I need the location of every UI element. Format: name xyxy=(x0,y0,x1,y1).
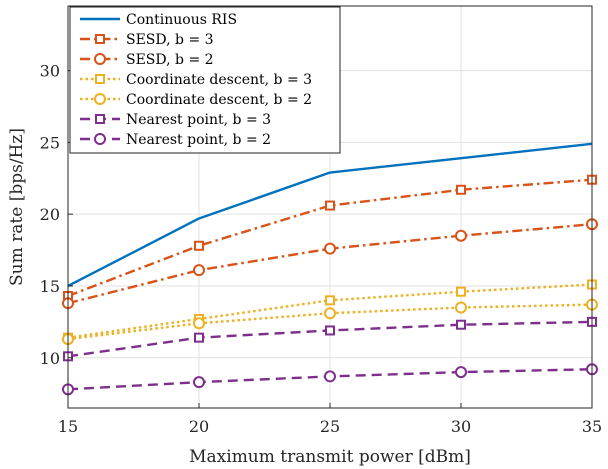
data-point xyxy=(324,242,336,255)
data-point xyxy=(324,370,336,383)
y-tick-label: 10 xyxy=(40,349,60,368)
x-tick-label: 25 xyxy=(320,417,340,436)
legend-item: SESD, b = 2 xyxy=(80,52,214,68)
data-point xyxy=(193,264,205,277)
series-line xyxy=(67,142,593,288)
legend-item: Nearest point, b = 3 xyxy=(80,112,271,128)
legend-label: SESD, b = 2 xyxy=(126,52,214,68)
data-point xyxy=(456,286,466,297)
legend-marker xyxy=(94,133,106,145)
legend-label: Nearest point, b = 2 xyxy=(126,132,271,148)
data-point xyxy=(455,229,467,242)
legend-item: Coordinate descent, b = 2 xyxy=(80,92,312,108)
legend-marker xyxy=(95,74,105,84)
legend-marker xyxy=(94,53,106,65)
data-point xyxy=(455,366,467,379)
data-point xyxy=(456,184,466,195)
data-point xyxy=(455,301,467,314)
x-tick-label: 35 xyxy=(582,417,602,436)
legend-label: Nearest point, b = 3 xyxy=(126,112,271,128)
data-point xyxy=(325,200,335,211)
legend-item: Coordinate descent, b = 3 xyxy=(80,72,312,88)
y-axis-label: Sum rate [bps/Hz] xyxy=(7,128,27,286)
legend-item: Nearest point, b = 2 xyxy=(80,132,271,148)
x-tick-label: 20 xyxy=(189,417,209,436)
x-tick-label: 30 xyxy=(451,417,471,436)
y-tick-label: 15 xyxy=(40,277,60,296)
legend: Continuous RIS SESD, b = 3 SESD, b = 2 Coor… xyxy=(69,6,341,154)
data-point xyxy=(193,317,205,330)
data-point xyxy=(456,319,466,330)
legend-marker xyxy=(95,114,105,124)
data-point xyxy=(193,376,205,389)
data-point xyxy=(324,307,336,320)
series-line xyxy=(67,178,593,298)
legend-item: Continuous RIS xyxy=(80,12,237,28)
legend-item: SESD, b = 3 xyxy=(80,32,214,48)
y-tick-label: 20 xyxy=(40,205,60,224)
ticks: 15 20 25 30 35 10 15 20 25 30 xyxy=(40,62,603,436)
legend-label: SESD, b = 3 xyxy=(126,32,214,48)
data-point xyxy=(325,295,335,306)
data-point xyxy=(194,332,204,343)
x-tick-label: 15 xyxy=(58,417,78,436)
data-point xyxy=(325,325,335,336)
y-tick-label: 30 xyxy=(40,62,60,81)
legend-marker xyxy=(94,93,106,105)
legend-label: Coordinate descent, b = 2 xyxy=(126,92,312,108)
legend-marker xyxy=(95,34,105,44)
x-axis-label: Maximum transmit power [dBm] xyxy=(189,447,471,467)
legend-label: Coordinate descent, b = 3 xyxy=(126,72,312,88)
y-tick-label: 25 xyxy=(40,133,60,152)
data-point xyxy=(194,240,204,251)
legend-label: Continuous RIS xyxy=(126,12,237,28)
series-1 xyxy=(67,142,593,288)
